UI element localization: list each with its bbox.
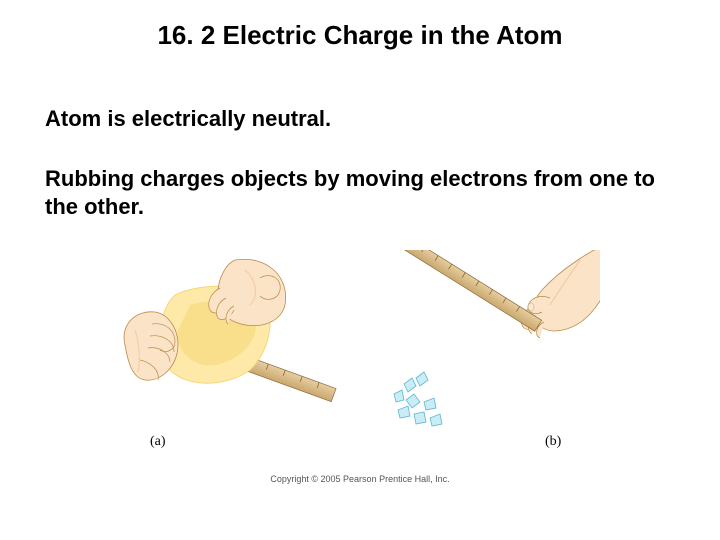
panel-b-label: (b) xyxy=(545,434,561,450)
rubbing-illustration xyxy=(120,250,340,440)
page-title: 16. 2 Electric Charge in the Atom xyxy=(0,20,720,51)
body-line-2: Rubbing charges objects by moving electr… xyxy=(45,165,665,220)
attraction-illustration xyxy=(380,250,600,440)
panel-a-label: (a) xyxy=(150,434,166,450)
figure-panel-a: (a) xyxy=(120,250,340,450)
title-text: 16. 2 Electric Charge in the Atom xyxy=(157,20,562,50)
figure-copyright: Copyright © 2005 Pearson Prentice Hall, … xyxy=(120,474,600,484)
figure: (a) xyxy=(120,250,600,480)
body-line-1: Atom is electrically neutral. xyxy=(45,105,665,133)
figure-panel-b: (b) xyxy=(380,250,600,450)
